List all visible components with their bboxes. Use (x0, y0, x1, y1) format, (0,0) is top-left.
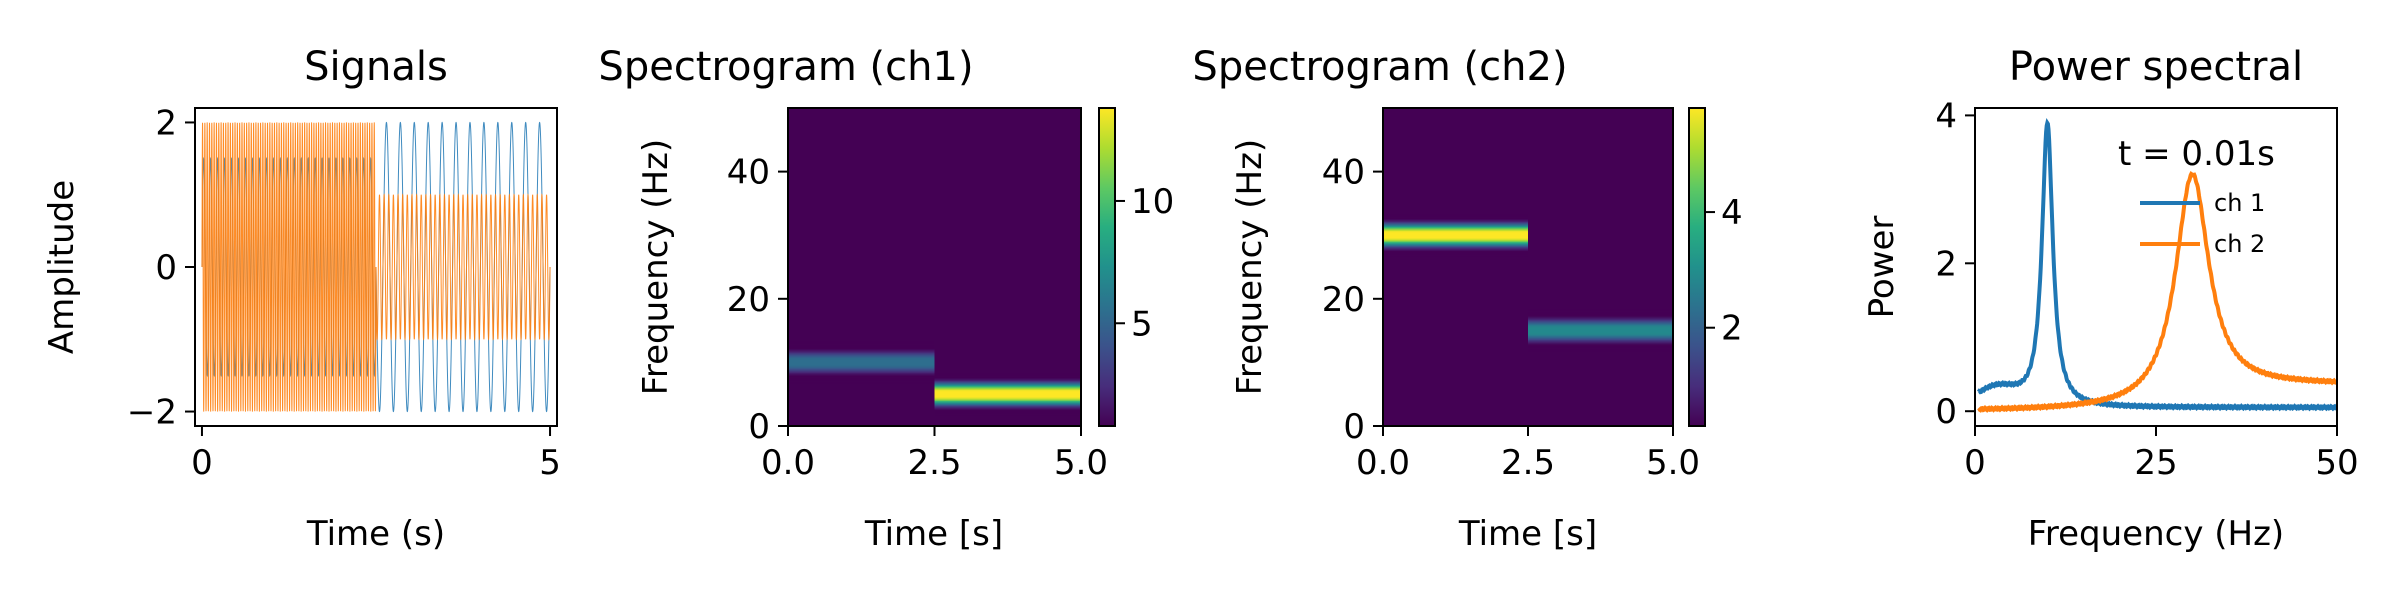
x-tick-label: 0 (1964, 443, 1986, 483)
y-tick-label: 20 (1322, 280, 1365, 320)
psd-line-ch2 (1977, 171, 2337, 413)
x-tick-label: 5.0 (1646, 443, 1700, 483)
power-spectral-annotation: t = 0.01s (2118, 134, 2275, 174)
heatmap-band-1 (788, 359, 935, 366)
signals-lines (201, 121, 551, 413)
spectrogram-ch1-colorbar (1098, 107, 1116, 427)
psd-line-ch1 (1976, 118, 2337, 412)
power-spectral-ylabel: Power (1862, 216, 1902, 319)
signals-panel: Signals 0 5 −2 0 2 Time (s) Amplitude (42, 44, 561, 554)
power-spectral-legend: ch 1 ch 2 (2140, 189, 2265, 258)
y-tick-label: 0 (1343, 407, 1365, 447)
x-tick-label: 5 (539, 443, 561, 483)
x-tick-label: 0.0 (761, 443, 815, 483)
spectrogram-ch1-ticks: 0.0 2.5 5.0 0 20 40 (727, 153, 1108, 483)
x-tick-label: 0.0 (1356, 443, 1410, 483)
y-tick-label: 20 (727, 280, 770, 320)
power-spectral-xlabel: Frequency (Hz) (2028, 514, 2284, 554)
spectrogram-ch2-image (1383, 108, 1673, 426)
heatmap-band-2 (934, 391, 1081, 398)
y-tick-label: 2 (155, 103, 177, 143)
heatmap-band-1 (1383, 232, 1528, 239)
spectrogram-ch1-xlabel: Time [s] (864, 514, 1003, 554)
heatmap-band-2 (1528, 327, 1673, 334)
x-tick-label: 25 (2134, 443, 2177, 483)
colorbar-tick-label: 5 (1131, 304, 1153, 344)
spectrogram-ch1-colorbar-ticks: 5 10 (1115, 182, 1174, 344)
signal-line-2 (201, 122, 551, 412)
spectrogram-ch1-image (788, 108, 1081, 426)
legend-label-ch2: ch 2 (2214, 230, 2265, 258)
signals-ylabel: Amplitude (42, 180, 82, 354)
signals-ticks: 0 5 −2 0 2 (127, 103, 561, 483)
spectrogram-ch2-ylabel: Frequency (Hz) (1230, 139, 1270, 395)
power-spectral-lines (1976, 118, 2337, 413)
x-tick-label: 2.5 (1501, 443, 1555, 483)
spectrogram-ch2-title: Spectrogram (ch2) (1192, 44, 1567, 90)
legend-label-ch1: ch 1 (2214, 189, 2265, 217)
x-tick-label: 50 (2315, 443, 2358, 483)
spectrogram-ch2-ticks: 0.0 2.5 5.0 0 20 40 (1322, 153, 1700, 483)
y-tick-label: 4 (1935, 96, 1957, 136)
y-tick-label: 0 (1935, 392, 1957, 432)
signals-title: Signals (304, 44, 448, 90)
power-spectral-title: Power spectral (2009, 44, 2303, 90)
spectrogram-ch2-colorbar (1688, 107, 1706, 427)
spectrogram-ch1-ylabel: Frequency (Hz) (636, 139, 676, 395)
y-tick-label: 40 (727, 153, 770, 193)
y-tick-label: 0 (748, 407, 770, 447)
y-tick-label: 40 (1322, 153, 1365, 193)
spectrogram-ch1-title: Spectrogram (ch1) (598, 44, 973, 90)
signals-xlabel: Time (s) (306, 514, 445, 554)
spectrogram-ch2-xlabel: Time [s] (1458, 514, 1597, 554)
spectrogram-ch2-panel: Spectrogram (ch2) 0.0 2.5 5.0 0 20 40 Time [s… (1192, 44, 1742, 554)
y-tick-label: 2 (1935, 244, 1957, 284)
colorbar-tick-label: 2 (1721, 309, 1743, 349)
spectrogram-ch2-colorbar-ticks: 24 (1705, 193, 1743, 349)
heatmap-background (1383, 108, 1673, 426)
x-tick-label: 5.0 (1054, 443, 1108, 483)
x-tick-label: 0 (191, 443, 213, 483)
y-tick-label: 0 (155, 248, 177, 288)
x-tick-label: 2.5 (907, 443, 961, 483)
y-tick-label: −2 (127, 393, 177, 433)
colorbar-tick-label: 4 (1721, 193, 1743, 233)
power-spectral-panel: Power spectral 0 25 50 0 2 4 t = 0.01s ch 1 c… (1862, 44, 2359, 554)
colorbar-tick-label: 10 (1131, 182, 1174, 222)
spectrogram-ch1-panel: Spectrogram (ch1) 0.0 2.5 5.0 0 20 40 Time [s… (598, 44, 1174, 554)
power-spectral-ticks: 0 25 50 0 2 4 (1935, 96, 2358, 483)
